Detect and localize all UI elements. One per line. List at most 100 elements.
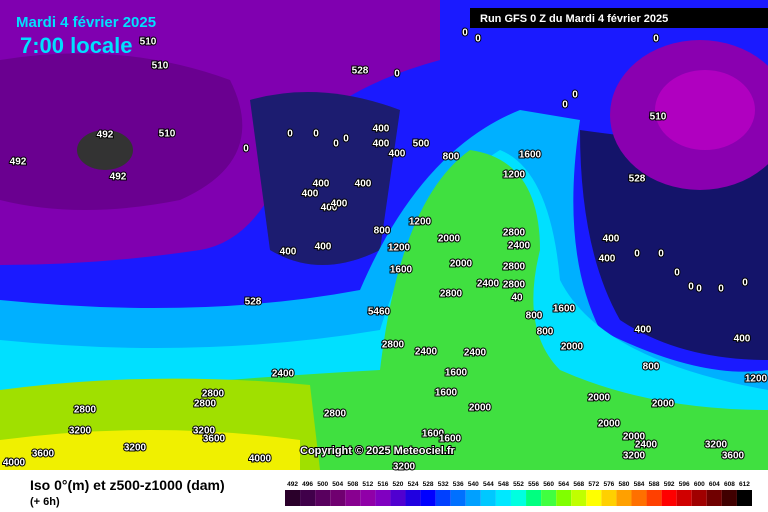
- scale-swatch: [676, 490, 692, 506]
- map-label: 500: [413, 139, 430, 150]
- scale-label: 584: [634, 481, 645, 488]
- map-label: 528: [629, 174, 646, 185]
- map-label: 2000: [588, 393, 611, 404]
- map-label: 2000: [598, 419, 621, 430]
- map-label: 0: [634, 249, 640, 260]
- date: Mardi 4 février 2025: [16, 14, 156, 31]
- scale-label: 524: [408, 481, 419, 488]
- map-label: 3600: [32, 449, 55, 460]
- map-label: 1600: [390, 265, 413, 276]
- scale-label: 504: [332, 481, 343, 488]
- map-label: 1600: [553, 304, 576, 315]
- map-label: 1600: [519, 150, 542, 161]
- scale-label: 552: [513, 481, 524, 488]
- map-label: 0: [343, 134, 349, 145]
- map-label: 3200: [623, 451, 646, 462]
- map-label: 2400: [272, 369, 295, 380]
- map-label: 2000: [450, 259, 473, 270]
- map-label: 400: [355, 179, 372, 190]
- scale-label: 536: [453, 481, 464, 488]
- scale-swatch: [526, 490, 542, 506]
- map-label: 2000: [623, 432, 646, 443]
- map-label: 0: [394, 69, 400, 80]
- map-label: 800: [374, 226, 391, 237]
- map-label: 0: [313, 129, 319, 140]
- map-label: 2800: [440, 289, 463, 300]
- map-label: 2800: [503, 280, 526, 291]
- scale-label: 568: [573, 481, 584, 488]
- scale-label: 528: [423, 481, 434, 488]
- map-label: 800: [537, 327, 554, 338]
- map-label: 2000: [652, 399, 675, 410]
- map-label: 1600: [422, 429, 445, 440]
- map-label: 1600: [439, 434, 462, 445]
- map-label: 400: [635, 325, 652, 336]
- scale-swatch: [300, 490, 316, 506]
- map-label: 492: [97, 130, 114, 141]
- map-label: 400: [389, 149, 406, 160]
- map-label: 0: [696, 284, 702, 295]
- map-label: 400: [373, 124, 390, 135]
- map-label: 400: [599, 254, 616, 265]
- scale-label: 580: [619, 481, 630, 488]
- scale-swatch: [315, 490, 331, 506]
- map-label: 0: [562, 100, 568, 111]
- map-label: 400: [603, 234, 620, 245]
- map-label: 40: [511, 293, 523, 304]
- scale-swatch: [601, 490, 617, 506]
- map-label: 400: [734, 334, 751, 345]
- map-label: 510: [650, 112, 667, 123]
- scale-label: 588: [649, 481, 660, 488]
- map-label: 800: [643, 362, 660, 373]
- map-label: 2800: [382, 340, 405, 351]
- scale-label: 556: [528, 481, 539, 488]
- map-label: 0: [653, 34, 659, 45]
- map-label: 1200: [409, 217, 432, 228]
- run-info: Run GFS 0 Z du Mardi 4 février 2025: [480, 13, 668, 25]
- map-label: 0: [674, 268, 680, 279]
- map-label: 0: [475, 34, 481, 45]
- scale-swatch: [646, 490, 662, 506]
- scale-label: 532: [438, 481, 449, 488]
- map-label: 1200: [388, 243, 411, 254]
- legend-title: Iso 0°(m) et z500-z1000 (dam): [30, 477, 225, 493]
- map-label: 510: [152, 61, 169, 72]
- map-label: 528: [352, 66, 369, 77]
- map-label: 2000: [469, 403, 492, 414]
- map-label: 3200: [393, 462, 416, 473]
- map-label: 0: [688, 282, 694, 293]
- map-label: 0: [742, 278, 748, 289]
- scale-swatch: [541, 490, 557, 506]
- scale-label: 572: [588, 481, 599, 488]
- scale-label: 564: [558, 481, 569, 488]
- scale-swatch: [330, 490, 346, 506]
- scale-swatch: [510, 490, 527, 506]
- scale-label: 516: [377, 481, 388, 488]
- scale-swatch: [450, 490, 466, 506]
- scale-swatch: [736, 490, 752, 506]
- scale-label: 508: [347, 481, 358, 488]
- map-label: 2800: [503, 228, 526, 239]
- map-label: 4000: [249, 454, 272, 465]
- map-label: 0: [243, 144, 249, 155]
- map-label: 2400: [635, 440, 658, 451]
- scale-label: 596: [679, 481, 690, 488]
- scale-swatch: [571, 490, 587, 506]
- scale-label: 608: [724, 481, 735, 488]
- copyright: Copyright © 2025 Meteociel.fr: [300, 445, 456, 457]
- scale-swatch: [360, 490, 376, 506]
- map-label: 3200: [124, 443, 147, 454]
- map-label: 800: [443, 152, 460, 163]
- map-label: 400: [315, 242, 332, 253]
- map-label: 2000: [561, 342, 584, 353]
- scale-label: 544: [483, 481, 494, 488]
- scale-label: 604: [709, 481, 720, 488]
- map-label: 4000: [3, 458, 26, 469]
- map-label: 3600: [203, 434, 226, 445]
- map-label: 2400: [415, 347, 438, 358]
- scale-swatch: [616, 490, 632, 506]
- map-label: 492: [110, 172, 127, 183]
- map-label: 400: [373, 139, 390, 150]
- map-label: 2800: [324, 409, 347, 420]
- map-label: 400: [331, 199, 348, 210]
